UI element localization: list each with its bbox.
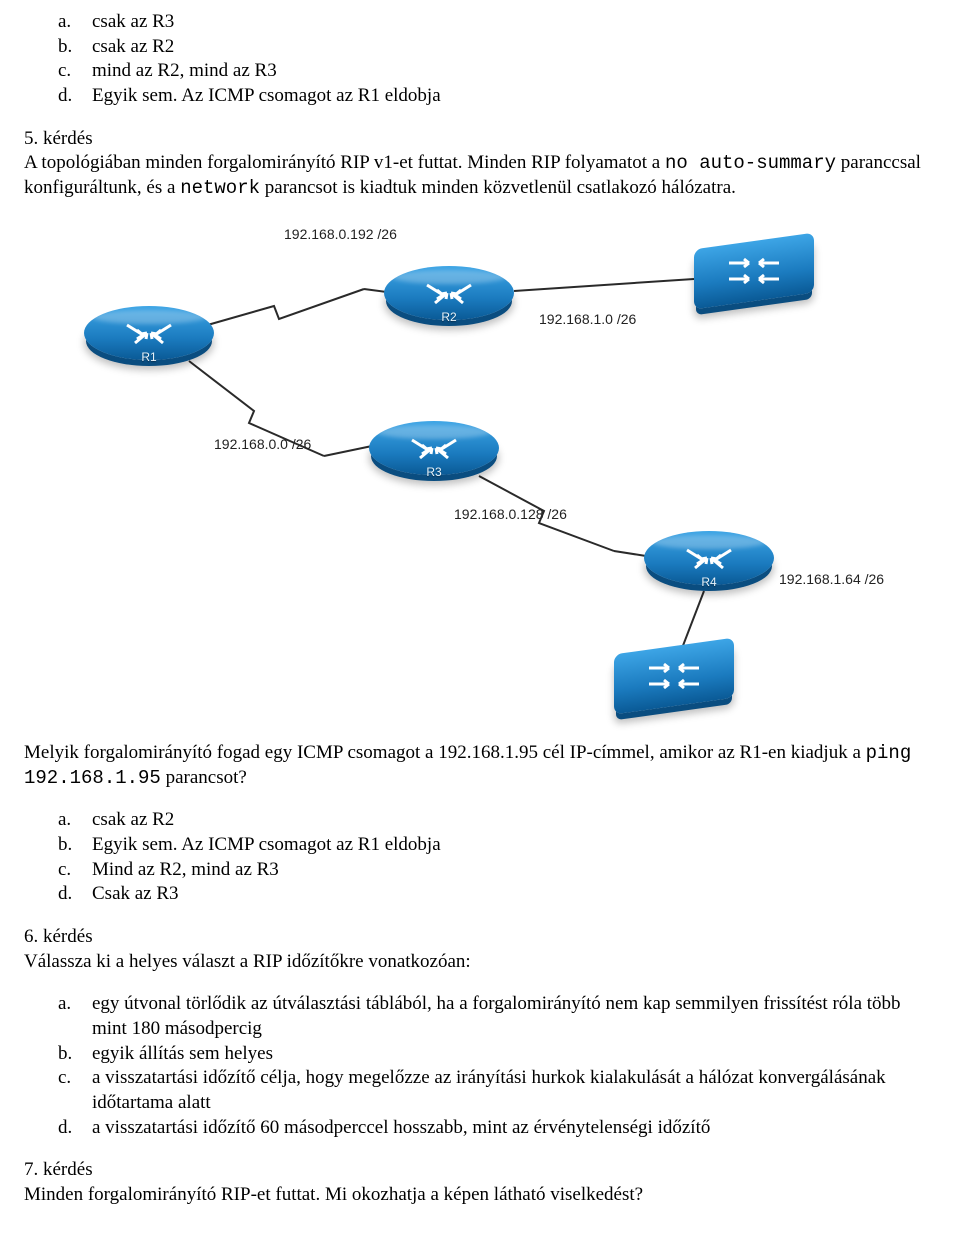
option-marker: a. [58, 10, 78, 35]
list-item: d. a visszatartási időzítő 60 másodpercc… [24, 1116, 936, 1141]
list-item: c. a visszatartási időzítő célja, hogy m… [24, 1066, 936, 1115]
option-marker: b. [58, 35, 78, 60]
option-marker: c. [58, 59, 78, 84]
option-text: Egyik sem. Az ICMP csomagot az R1 eldobj… [92, 833, 441, 858]
option-text: Mind az R2, mind az R3 [92, 858, 279, 883]
option-text: Csak az R3 [92, 882, 179, 907]
option-marker: d. [58, 84, 78, 109]
option-text: csak az R2 [92, 35, 174, 60]
router-label: R3 [426, 465, 441, 479]
q5-intro-code1: no auto-summary [665, 152, 836, 174]
router-label: R1 [141, 350, 156, 364]
list-item: a. egy útvonal törlődik az útválasztási … [24, 992, 936, 1041]
q5-title: 5. kérdés [24, 127, 936, 152]
list-item: b. csak az R2 [24, 35, 936, 60]
q5-after-part2: parancsot? [161, 767, 247, 788]
ip-label: 192.168.0.0 /26 [214, 436, 311, 452]
router-label: R2 [441, 310, 456, 324]
q5-option-list: a. csak az R2 b. Egyik sem. Az ICMP csom… [24, 808, 936, 907]
option-marker: b. [58, 1042, 78, 1067]
q5-intro-code2: network [180, 177, 260, 199]
option-text: csak az R2 [92, 808, 174, 833]
q7-title: 7. kérdés [24, 1158, 936, 1183]
option-marker: b. [58, 833, 78, 858]
network-diagram: R1 R2 R3 R4 192.168.0.192 /26 192.168.1.… [24, 211, 924, 721]
router-r1: R1 [84, 306, 214, 360]
list-item: b. Egyik sem. Az ICMP csomagot az R1 eld… [24, 833, 936, 858]
q5-after-para: Melyik forgalomirányító fogad egy ICMP c… [24, 741, 936, 790]
list-item: c. mind az R2, mind az R3 [24, 59, 936, 84]
ip-label: 192.168.1.0 /26 [539, 311, 636, 327]
q6-intro: Válassza ki a helyes választ a RIP időzí… [24, 950, 936, 975]
list-item: a. csak az R2 [24, 808, 936, 833]
router-r4: R4 [644, 531, 774, 585]
option-marker: c. [58, 1066, 78, 1115]
option-marker: c. [58, 858, 78, 883]
router-label: R4 [701, 575, 716, 589]
q5-intro-part1: A topológiában minden forgalomirányító R… [24, 152, 665, 173]
q6-option-list: a. egy útvonal törlődik az útválasztási … [24, 992, 936, 1140]
option-text: egy útvonal törlődik az útválasztási táb… [92, 992, 936, 1041]
option-text: egyik állítás sem helyes [92, 1042, 273, 1067]
ip-label: 192.168.0.192 /26 [284, 226, 397, 242]
q4-option-list: a. csak az R3 b. csak az R2 c. mind az R… [24, 10, 936, 109]
option-text: Egyik sem. Az ICMP csomagot az R1 eldobj… [92, 84, 441, 109]
list-item: d. Egyik sem. Az ICMP csomagot az R1 eld… [24, 84, 936, 109]
list-item: c. Mind az R2, mind az R3 [24, 858, 936, 883]
router-r3: R3 [369, 421, 499, 475]
list-item: d. Csak az R3 [24, 882, 936, 907]
option-marker: d. [58, 882, 78, 907]
q6-title: 6. kérdés [24, 925, 936, 950]
q5-intro: A topológiában minden forgalomirányító R… [24, 151, 936, 200]
option-text: csak az R3 [92, 10, 174, 35]
q7-intro: Minden forgalomirányító RIP-et futtat. M… [24, 1183, 936, 1208]
list-item: b. egyik állítás sem helyes [24, 1042, 936, 1067]
q5-intro-part3: parancsot is kiadtuk minden közvetlenül … [260, 177, 736, 198]
option-text: a visszatartási időzítő célja, hogy mege… [92, 1066, 936, 1115]
q5-after-part1: Melyik forgalomirányító fogad egy ICMP c… [24, 742, 866, 763]
router-r2: R2 [384, 266, 514, 320]
list-item: a. csak az R3 [24, 10, 936, 35]
option-text: a visszatartási időzítő 60 másodperccel … [92, 1116, 710, 1141]
option-marker: a. [58, 808, 78, 833]
option-marker: a. [58, 992, 78, 1041]
option-marker: d. [58, 1116, 78, 1141]
ip-label: 192.168.1.64 /26 [779, 571, 884, 587]
ip-label: 192.168.0.128 /26 [454, 506, 567, 522]
option-text: mind az R2, mind az R3 [92, 59, 277, 84]
